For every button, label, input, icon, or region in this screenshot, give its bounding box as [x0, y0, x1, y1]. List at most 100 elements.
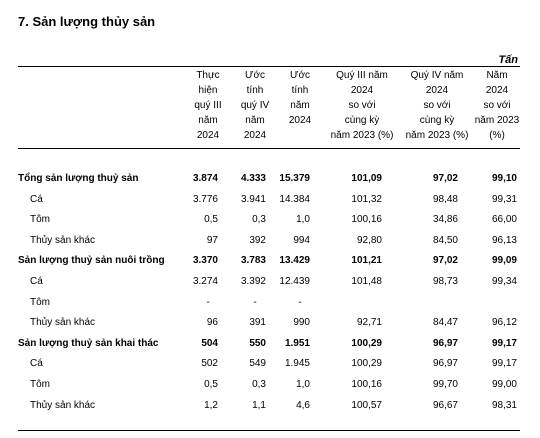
cell: 96,12	[491, 317, 517, 329]
unit: Tấn	[498, 54, 518, 66]
cell: 100,29	[351, 358, 382, 370]
cell: 100,16	[351, 214, 382, 226]
cell: 99,34	[491, 276, 517, 287]
rule	[18, 148, 520, 149]
cell: 3.370	[192, 255, 218, 267]
column-header: tính	[246, 85, 264, 96]
cell: 1,0	[296, 214, 310, 226]
cell: -	[253, 296, 257, 308]
item-label: Tôm	[30, 296, 50, 308]
cell: 13.429	[279, 255, 310, 267]
cell: 101,32	[351, 193, 382, 205]
cell: 1.945	[284, 358, 310, 370]
column-header: Quý III năm	[336, 70, 388, 81]
item-label: Cá	[30, 193, 43, 205]
column-header: 2024	[425, 85, 449, 96]
cell: 0,3	[252, 214, 266, 226]
cell: 3.776	[192, 193, 218, 205]
item-label: Thủy sản khác	[30, 317, 96, 329]
cell: 98,48	[432, 193, 458, 205]
cell: 99,17	[491, 337, 517, 349]
column-header: 2024	[485, 85, 509, 96]
cell: 101,48	[351, 276, 382, 287]
cell: 15.379	[279, 173, 310, 184]
item-label: Thủy sản khác	[30, 234, 96, 246]
cell: 96,97	[432, 358, 458, 370]
cell: 990	[293, 317, 310, 329]
column-header: cùng kỳ	[419, 115, 455, 126]
cell: -	[298, 296, 302, 308]
cell: 34,86	[432, 214, 458, 226]
cell: 549	[249, 358, 266, 370]
cell: 14.384	[279, 193, 310, 205]
cell: 504	[201, 337, 218, 349]
cell: 100,57	[351, 399, 382, 411]
column-header: Quý IV năm	[410, 70, 464, 81]
column-header: năm	[245, 115, 265, 126]
cell: 84,47	[432, 317, 458, 329]
cell: 550	[249, 337, 266, 349]
cell: 99,10	[491, 173, 517, 184]
cell: 66,00	[491, 214, 517, 226]
cell: 1.951	[284, 337, 310, 349]
item-label: Cá	[30, 276, 43, 287]
column-header: năm	[198, 115, 218, 126]
column-header: so với	[483, 100, 511, 111]
title: 7. Sản lượng thủy sản	[18, 14, 156, 29]
cell: 502	[201, 358, 218, 370]
column-header: 2024	[288, 115, 312, 126]
cell: 994	[293, 234, 310, 246]
column-header: Năm	[486, 70, 508, 81]
cell: 1,2	[204, 399, 218, 411]
cell: 99,00	[491, 379, 517, 390]
cell: 4,6	[296, 399, 310, 411]
cell: 92,71	[356, 317, 382, 329]
cell: 3.874	[192, 173, 218, 184]
column-header: Thực	[196, 70, 220, 81]
column-header: 2024	[350, 85, 374, 96]
cell: 99,70	[432, 379, 458, 390]
cell: 1,1	[252, 399, 266, 411]
column-header: so với	[423, 100, 451, 111]
column-header: Ước	[289, 70, 311, 81]
column-header: 2024	[243, 130, 267, 141]
column-header: tính	[291, 85, 309, 96]
cell: 96,97	[432, 337, 458, 349]
column-header: so với	[348, 100, 376, 111]
cell: 3.783	[240, 255, 266, 267]
cell: 3.274	[192, 276, 218, 287]
section-label: Sản lượng thuỷ sản khai thác	[18, 337, 159, 349]
cell: 392	[249, 234, 266, 246]
cell: 391	[249, 317, 266, 329]
cell: -	[206, 296, 210, 308]
cell: 97,02	[432, 173, 458, 184]
column-header: cùng kỳ	[344, 115, 380, 126]
cell: 3.392	[240, 276, 266, 287]
cell: 4.333	[240, 173, 266, 184]
rule	[18, 66, 520, 67]
cell: 92,80	[356, 234, 382, 246]
cell: 0,5	[204, 214, 218, 226]
column-header: năm 2023 (%)	[405, 130, 469, 141]
cell: 98,73	[432, 276, 458, 287]
cell: 96	[206, 317, 218, 329]
cell: 101,09	[351, 173, 382, 184]
cell: 3.941	[240, 193, 266, 205]
item-label: Tôm	[30, 214, 50, 226]
cell: 12.439	[279, 276, 310, 287]
cell: 1,0	[296, 379, 310, 390]
cell: 101,21	[351, 255, 382, 267]
cell: 97	[206, 234, 218, 246]
cell: 96,13	[491, 234, 517, 246]
cell: 96,67	[432, 399, 458, 411]
column-header: quý III	[194, 100, 222, 111]
cell: 99,31	[491, 193, 517, 205]
cell: 97,02	[432, 255, 458, 267]
cell: 98,31	[491, 399, 517, 411]
cell: 100,16	[351, 379, 382, 390]
cell: 0,5	[204, 379, 218, 390]
column-header: 2024	[196, 130, 220, 141]
section-label: Sản lượng thuỷ sản nuôi trồng	[18, 255, 165, 267]
section-label: Tổng sản lượng thuỷ sản	[18, 173, 139, 184]
